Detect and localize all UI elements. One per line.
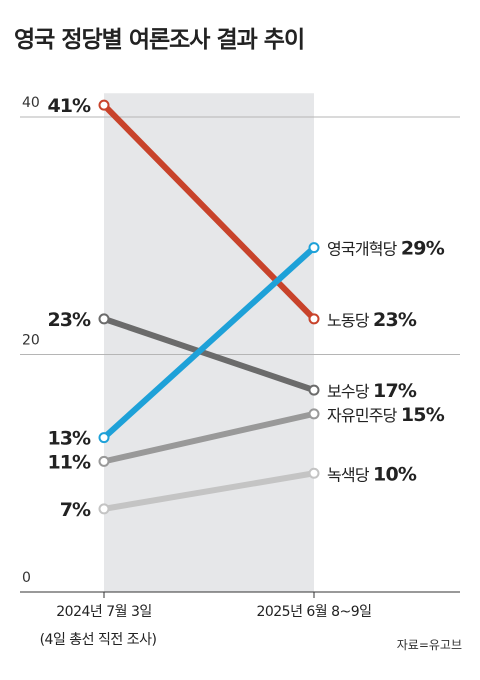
- grid-lines: [20, 116, 460, 355]
- y-tick-label: 40: [22, 95, 40, 111]
- series-end-label: 보수당 17%: [327, 380, 417, 402]
- data-point: [98, 455, 110, 467]
- data-point: [98, 432, 110, 444]
- data-label-start: 11%: [48, 451, 91, 473]
- data-point: [308, 408, 320, 420]
- data-label-end: 10%: [373, 463, 417, 485]
- data-label-end: 15%: [401, 404, 445, 426]
- data-label-start: 23%: [48, 309, 91, 331]
- data-point: [98, 503, 110, 515]
- series-end-label: 영국개혁당 29%: [327, 238, 445, 260]
- source-note: 자료=유고브: [396, 638, 462, 652]
- x-axis: 2024년 7월 3일 (4일 총선 직전 조사) 2025년 6월 8~9일: [40, 592, 372, 648]
- series-line-보수당: [103, 316, 315, 393]
- x-tick-label: 2024년 7월 3일: [56, 604, 151, 620]
- data-point: [308, 467, 320, 479]
- y-axis-ticks: 0 20 40: [22, 95, 40, 586]
- series-name: 영국개혁당: [327, 240, 401, 259]
- data-point: [308, 242, 320, 254]
- data-label-start: 7%: [60, 499, 91, 521]
- series-line-자유민주당: [103, 410, 315, 465]
- data-point: [308, 384, 320, 396]
- data-label-end: 23%: [373, 309, 417, 331]
- y-tick-label: 20: [22, 333, 40, 349]
- data-label-start: 41%: [48, 95, 91, 117]
- series-name: 노동당: [327, 311, 373, 330]
- series-end-label: 녹색당 10%: [327, 463, 417, 485]
- data-point: [98, 313, 110, 325]
- data-point: [98, 99, 110, 111]
- series-line-녹색당: [103, 470, 315, 512]
- data-label-end: 17%: [373, 380, 417, 402]
- data-label-start: 13%: [48, 428, 91, 450]
- data-label-end: 29%: [401, 238, 445, 260]
- series-name: 보수당: [327, 382, 373, 401]
- series-line-영국개혁당: [101, 245, 317, 440]
- y-tick-label: 0: [22, 570, 31, 586]
- chart-title: 영국 정당별 여론조사 결과 추이: [14, 27, 305, 53]
- data-point: [308, 313, 320, 325]
- x-tick-label: 2025년 6월 8~9일: [256, 604, 371, 620]
- series-name: 녹색당: [327, 465, 373, 484]
- x-tick-sublabel: (4일 총선 직전 조사): [40, 632, 157, 648]
- series-lines: [98, 99, 320, 515]
- series-end-label: 노동당 23%: [327, 309, 417, 331]
- data-labels: 41% 노동당 23% 13% 영국개혁당 29% 23% 보수당 17% 11% 자유민주당…: [48, 95, 446, 521]
- series-name: 자유민주당: [327, 406, 401, 425]
- series-end-label: 자유민주당 15%: [327, 404, 445, 426]
